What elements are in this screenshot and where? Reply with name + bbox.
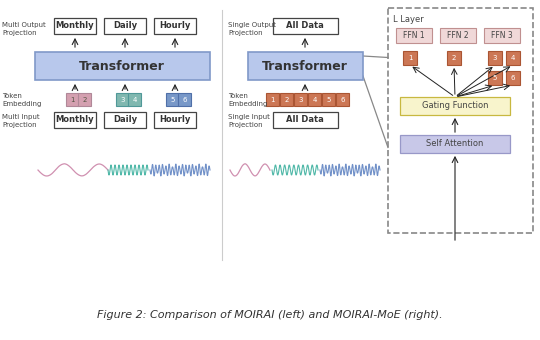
Text: 1: 1 [408, 55, 412, 61]
Text: Monthly: Monthly [56, 116, 94, 124]
Text: 3: 3 [120, 97, 125, 102]
Text: 3: 3 [298, 97, 303, 102]
Bar [403, 51, 417, 65]
Bar [154, 18, 196, 34]
Bar [35, 52, 210, 80]
Text: 3: 3 [493, 55, 497, 61]
Text: 6: 6 [340, 97, 345, 102]
Bar [266, 93, 279, 106]
Text: 2: 2 [285, 97, 289, 102]
Bar [178, 93, 191, 106]
Bar [273, 18, 338, 34]
Bar [440, 28, 476, 43]
Bar [280, 93, 293, 106]
Bar [336, 93, 349, 106]
Bar [104, 18, 146, 34]
Bar [128, 93, 141, 106]
Bar [400, 97, 510, 115]
Bar [322, 93, 335, 106]
Text: Token
Embedding: Token Embedding [228, 93, 267, 107]
Text: Token
Embedding: Token Embedding [2, 93, 42, 107]
Bar [54, 112, 96, 128]
Text: Single Input
Projection: Single Input Projection [228, 114, 270, 128]
Bar [506, 71, 520, 85]
Text: Hourly: Hourly [159, 116, 191, 124]
Bar [388, 8, 533, 233]
Bar [396, 28, 432, 43]
Bar [488, 71, 502, 85]
Text: Hourly: Hourly [159, 21, 191, 31]
Bar [78, 93, 91, 106]
Text: 4: 4 [312, 97, 316, 102]
Text: Daily: Daily [113, 116, 137, 124]
Text: Multi Output
Projection: Multi Output Projection [2, 22, 46, 36]
Text: 4: 4 [511, 55, 515, 61]
Text: 5: 5 [326, 97, 330, 102]
Text: Single Output
Projection: Single Output Projection [228, 22, 276, 36]
Bar [308, 93, 321, 106]
Bar [488, 51, 502, 65]
Bar [54, 18, 96, 34]
Text: All Data: All Data [286, 116, 324, 124]
Text: 6: 6 [511, 75, 515, 81]
Text: FFN 1: FFN 1 [403, 31, 425, 40]
Text: 2: 2 [452, 55, 456, 61]
Bar [104, 112, 146, 128]
Text: 5: 5 [493, 75, 497, 81]
Text: Monthly: Monthly [56, 21, 94, 31]
Text: Gating Function: Gating Function [422, 102, 488, 110]
Text: Transformer: Transformer [79, 59, 165, 72]
Bar [400, 135, 510, 153]
Text: 6: 6 [183, 97, 187, 102]
Text: L Layer: L Layer [393, 16, 424, 24]
Text: 4: 4 [132, 97, 137, 102]
Bar [154, 112, 196, 128]
Text: Figure 2: Comparison of MOIRAI (left) and MOIRAI-MoE (right).: Figure 2: Comparison of MOIRAI (left) an… [97, 310, 443, 320]
Text: Transformer: Transformer [262, 59, 348, 72]
Bar [484, 28, 520, 43]
Bar [506, 51, 520, 65]
Bar [273, 112, 338, 128]
Bar [294, 93, 307, 106]
Text: 1: 1 [70, 97, 75, 102]
Text: Multi Input
Projection: Multi Input Projection [2, 114, 39, 128]
Text: Self Attention: Self Attention [426, 139, 484, 149]
Text: 5: 5 [170, 97, 174, 102]
Text: FFN 3: FFN 3 [491, 31, 513, 40]
Bar [116, 93, 129, 106]
Bar [248, 52, 363, 80]
Bar [66, 93, 79, 106]
Text: FFN 2: FFN 2 [447, 31, 469, 40]
Text: Daily: Daily [113, 21, 137, 31]
Bar [447, 51, 461, 65]
Bar [166, 93, 179, 106]
Text: All Data: All Data [286, 21, 324, 31]
Text: 1: 1 [270, 97, 275, 102]
Text: 2: 2 [82, 97, 87, 102]
